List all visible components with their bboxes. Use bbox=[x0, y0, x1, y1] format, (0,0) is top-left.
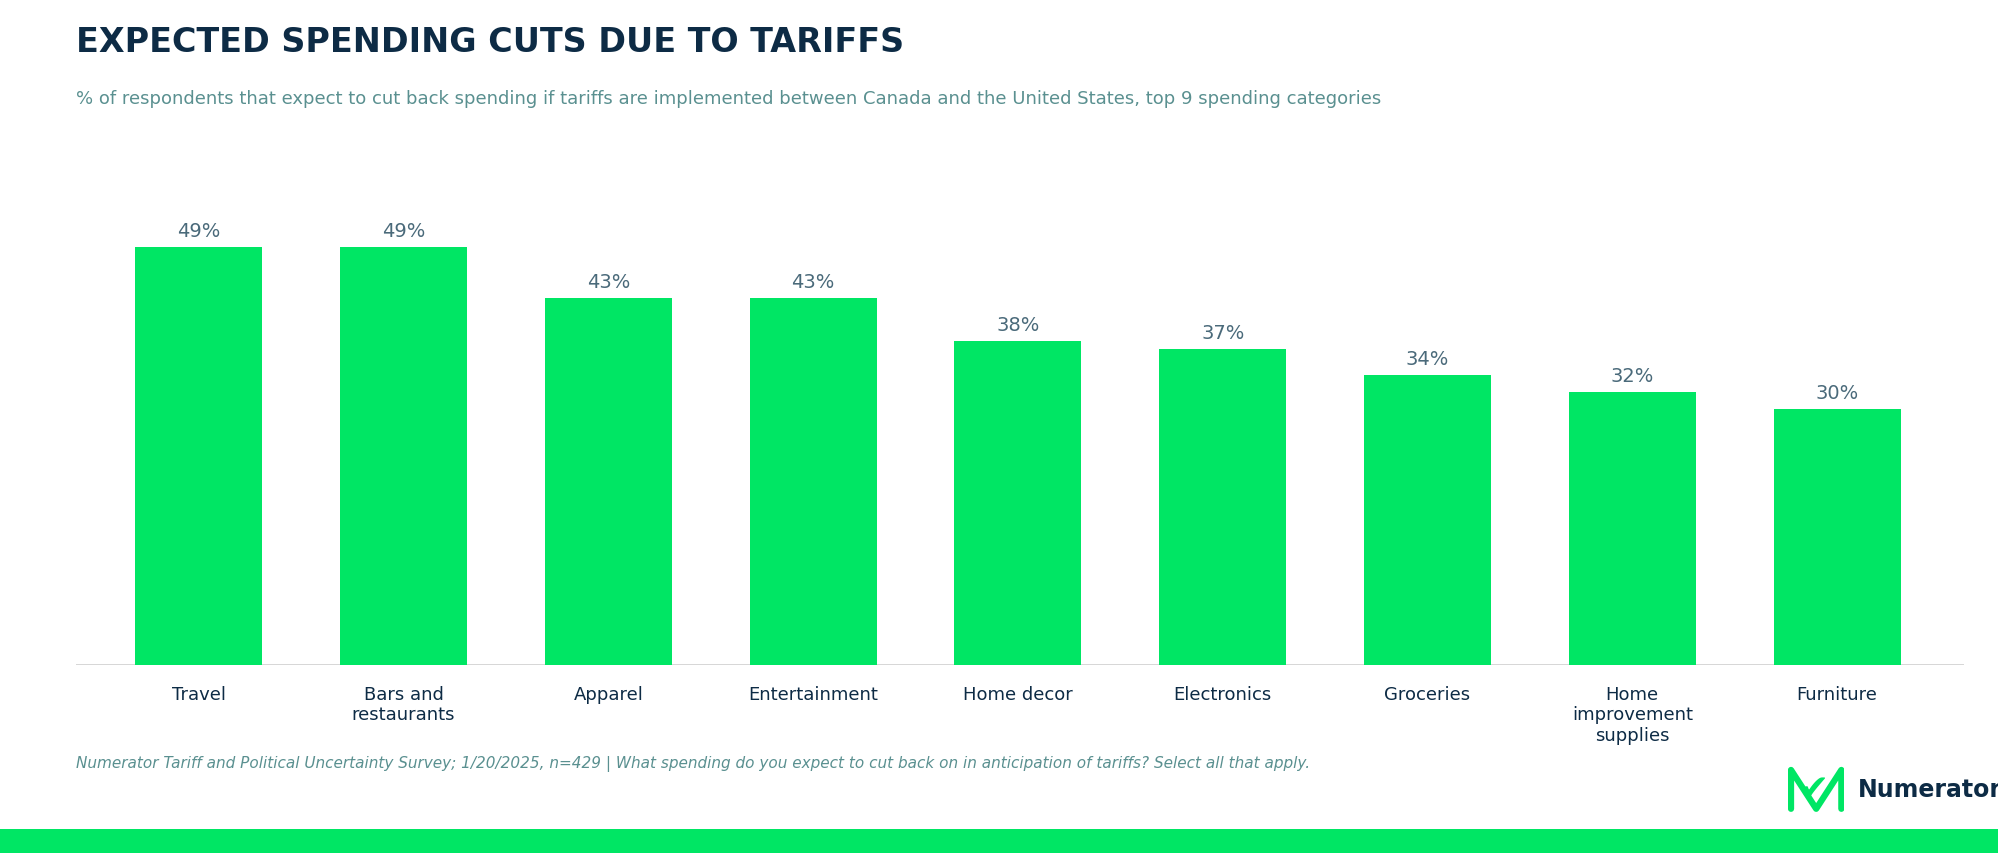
Bar bbox=[749, 299, 877, 665]
Text: 34%: 34% bbox=[1407, 350, 1449, 368]
Text: 43%: 43% bbox=[791, 273, 835, 292]
Text: 49%: 49% bbox=[382, 222, 426, 241]
Bar bbox=[1774, 409, 1900, 665]
Text: 49%: 49% bbox=[178, 222, 220, 241]
Bar bbox=[545, 299, 671, 665]
Text: ✔: ✔ bbox=[1798, 772, 1830, 806]
Text: % of respondents that expect to cut back spending if tariffs are implemented bet: % of respondents that expect to cut back… bbox=[76, 90, 1381, 107]
Text: Numerator: Numerator bbox=[1858, 777, 1998, 801]
Text: 30%: 30% bbox=[1816, 384, 1858, 403]
Bar bbox=[1568, 392, 1696, 665]
Bar bbox=[955, 341, 1081, 665]
Bar bbox=[1159, 350, 1287, 665]
Text: 38%: 38% bbox=[997, 316, 1039, 334]
Text: 37%: 37% bbox=[1201, 324, 1245, 343]
Text: 43%: 43% bbox=[587, 273, 629, 292]
Text: EXPECTED SPENDING CUTS DUE TO TARIFFS: EXPECTED SPENDING CUTS DUE TO TARIFFS bbox=[76, 26, 903, 59]
Bar bbox=[340, 247, 468, 665]
Bar bbox=[136, 247, 262, 665]
Bar bbox=[1365, 375, 1491, 665]
Text: 32%: 32% bbox=[1610, 367, 1654, 386]
Text: Numerator Tariff and Political Uncertainty Survey; 1/20/2025, n=429 | What spend: Numerator Tariff and Political Uncertain… bbox=[76, 755, 1311, 771]
